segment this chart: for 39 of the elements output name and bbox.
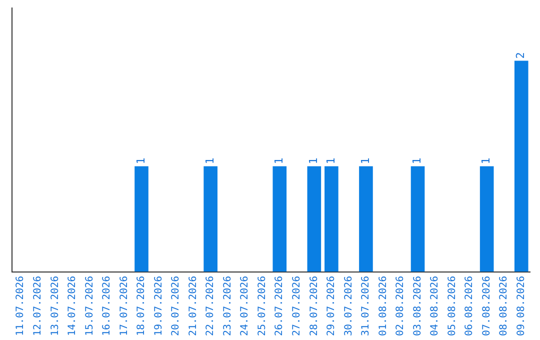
x-tick-label: 22.07.2026 <box>205 276 216 336</box>
x-tick-label: 15.07.2026 <box>84 276 96 336</box>
x-tick-label: 09.08.2026 <box>516 276 527 336</box>
data-label: 1 <box>272 158 286 164</box>
data-label: 1 <box>480 158 493 164</box>
x-tick-label: 06.08.2026 <box>464 276 476 336</box>
x-tick-label: 16.07.2026 <box>102 276 113 336</box>
x-tick-label: 21.07.2026 <box>188 276 199 336</box>
x-tick-label: 29.07.2026 <box>326 276 338 336</box>
x-tick-label: 19.07.2026 <box>153 276 164 336</box>
x-tick-label: 03.08.2026 <box>412 276 424 336</box>
x-tick-label: 02.08.2026 <box>395 276 406 336</box>
x-tick-label: 23.07.2026 <box>222 276 234 336</box>
x-tick-label: 04.08.2026 <box>430 276 441 336</box>
x-tick-label: 31.07.2026 <box>360 276 372 336</box>
x-tick-label: 07.08.2026 <box>481 276 492 336</box>
x-tick-label: 20.07.2026 <box>170 276 182 336</box>
x-tick-label: 13.07.2026 <box>50 276 61 336</box>
x-tick-label: 05.08.2026 <box>446 276 458 336</box>
x-tick-label: 11.07.2026 <box>15 276 26 336</box>
x-tick-label: 12.07.2026 <box>32 276 44 336</box>
data-label: 1 <box>358 158 372 164</box>
x-tick-label: 26.07.2026 <box>274 276 286 336</box>
data-label: 1 <box>410 158 424 164</box>
data-label: 1 <box>307 158 320 164</box>
x-tick-label: 24.07.2026 <box>240 276 251 336</box>
data-label: 1 <box>203 158 216 164</box>
data-label: 1 <box>324 158 338 164</box>
x-tick-label: 18.07.2026 <box>136 276 148 336</box>
x-tick-label: 17.07.2026 <box>118 276 130 336</box>
x-tick-label: 14.07.2026 <box>67 276 78 336</box>
x-tick-label: 25.07.2026 <box>256 276 268 336</box>
x-tick-label: 28.07.2026 <box>308 276 320 336</box>
x-tick-label: 08.08.2026 <box>498 276 510 336</box>
x-tick-label: 01.08.2026 <box>378 276 389 336</box>
x-tick-label: 30.07.2026 <box>343 276 354 336</box>
data-label: 2 <box>514 52 528 59</box>
x-tick-label: 27.07.2026 <box>291 276 302 336</box>
data-label: 1 <box>134 158 148 164</box>
